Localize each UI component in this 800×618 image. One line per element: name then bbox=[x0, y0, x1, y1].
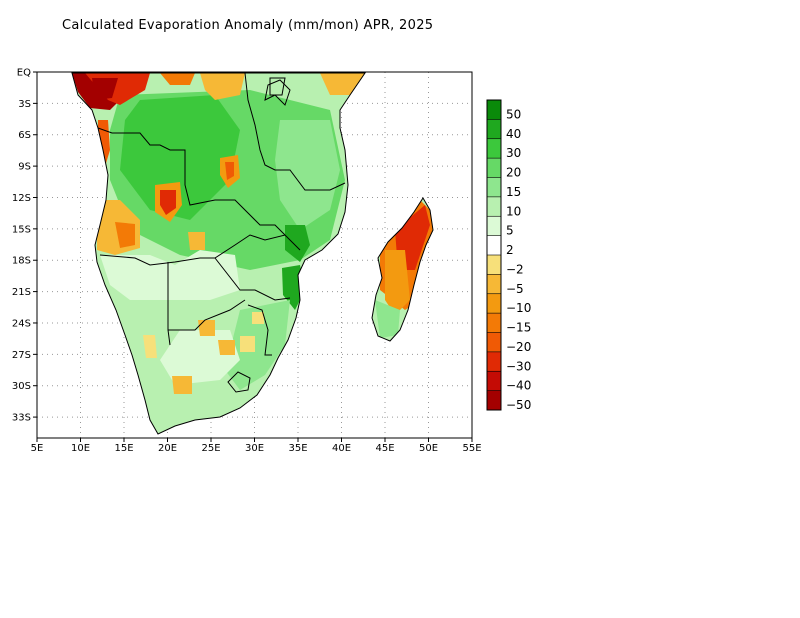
legend-label: −20 bbox=[506, 340, 531, 354]
y-tick-label: 27S bbox=[12, 350, 31, 361]
x-tick-label: 35E bbox=[288, 443, 307, 454]
legend-label: −2 bbox=[506, 262, 524, 276]
legend-swatch bbox=[487, 351, 501, 372]
legend-label: −15 bbox=[506, 321, 531, 335]
y-tick-label: 3S bbox=[18, 99, 31, 110]
legend-swatch bbox=[487, 371, 501, 391]
y-tick-label: 18S bbox=[12, 256, 31, 267]
x-tick-label: 15E bbox=[114, 443, 133, 454]
legend-label: 50 bbox=[506, 107, 521, 121]
legend-label: 20 bbox=[506, 166, 521, 180]
legend-label: 10 bbox=[506, 204, 521, 218]
x-tick-label: 45E bbox=[375, 443, 394, 454]
legend-swatch bbox=[487, 274, 501, 294]
legend-swatch bbox=[487, 119, 501, 139]
country-borders bbox=[71, 72, 434, 435]
y-tick-label: EQ bbox=[17, 68, 31, 79]
x-tick-label: 20E bbox=[158, 443, 177, 454]
x-tick-label: 50E bbox=[419, 443, 438, 454]
y-tick-label: 33S bbox=[12, 413, 31, 424]
legend-label: 5 bbox=[506, 224, 514, 238]
x-tick-label: 10E bbox=[71, 443, 90, 454]
y-tick-label: 9S bbox=[18, 162, 31, 173]
legend-swatch bbox=[487, 313, 501, 333]
legend-swatch bbox=[487, 332, 501, 352]
color-legend: 50 40 30 20 15 10 5 2 −2 −5 −10 −15 −20 −30 −40 −50 bbox=[486, 99, 531, 412]
legend-label: −40 bbox=[506, 379, 531, 393]
legend-swatch bbox=[487, 255, 501, 275]
x-tick-label: 55E bbox=[462, 443, 481, 454]
y-tick-label: 12S bbox=[12, 193, 31, 204]
legend-swatch bbox=[487, 158, 501, 178]
legend-label: −50 bbox=[506, 398, 531, 412]
legend-swatch bbox=[487, 196, 501, 217]
legend-swatch bbox=[487, 235, 501, 255]
y-tick-label: 30S bbox=[12, 381, 31, 392]
x-tick-label: 40E bbox=[332, 443, 351, 454]
x-tick-label: 5E bbox=[31, 443, 44, 454]
legend-label: 15 bbox=[506, 185, 521, 199]
legend-swatch bbox=[487, 138, 501, 159]
x-tick-label: 30E bbox=[245, 443, 264, 454]
x-tick-label: 25E bbox=[201, 443, 220, 454]
map-title: Calculated Evaporation Anomaly (mm/mon) … bbox=[62, 18, 434, 33]
legend-label: −5 bbox=[506, 282, 524, 296]
legend-label: 2 bbox=[506, 243, 514, 257]
y-tick-label: 21S bbox=[12, 287, 31, 298]
legend-label: −10 bbox=[506, 301, 531, 315]
legend-swatch bbox=[487, 216, 501, 236]
y-tick-label: 24S bbox=[12, 318, 31, 329]
legend-swatch bbox=[487, 293, 501, 314]
legend-swatch bbox=[487, 390, 501, 410]
y-tick-label: 15S bbox=[12, 224, 31, 235]
y-tick-label: 6S bbox=[18, 130, 31, 141]
y-axis-ticks: EQ 3S 6S 9S 12S 15S 18S 21S 24S 27S 30S 33S bbox=[12, 68, 37, 424]
legend-label: −30 bbox=[506, 359, 531, 373]
legend-label: 40 bbox=[506, 127, 521, 141]
legend-swatch bbox=[487, 100, 501, 120]
legend-label: 30 bbox=[506, 146, 521, 160]
legend-swatch bbox=[487, 177, 501, 197]
x-axis-ticks: 5E 10E 15E 20E 25E 30E 35E 40E 45E 50E 55E bbox=[31, 438, 482, 454]
